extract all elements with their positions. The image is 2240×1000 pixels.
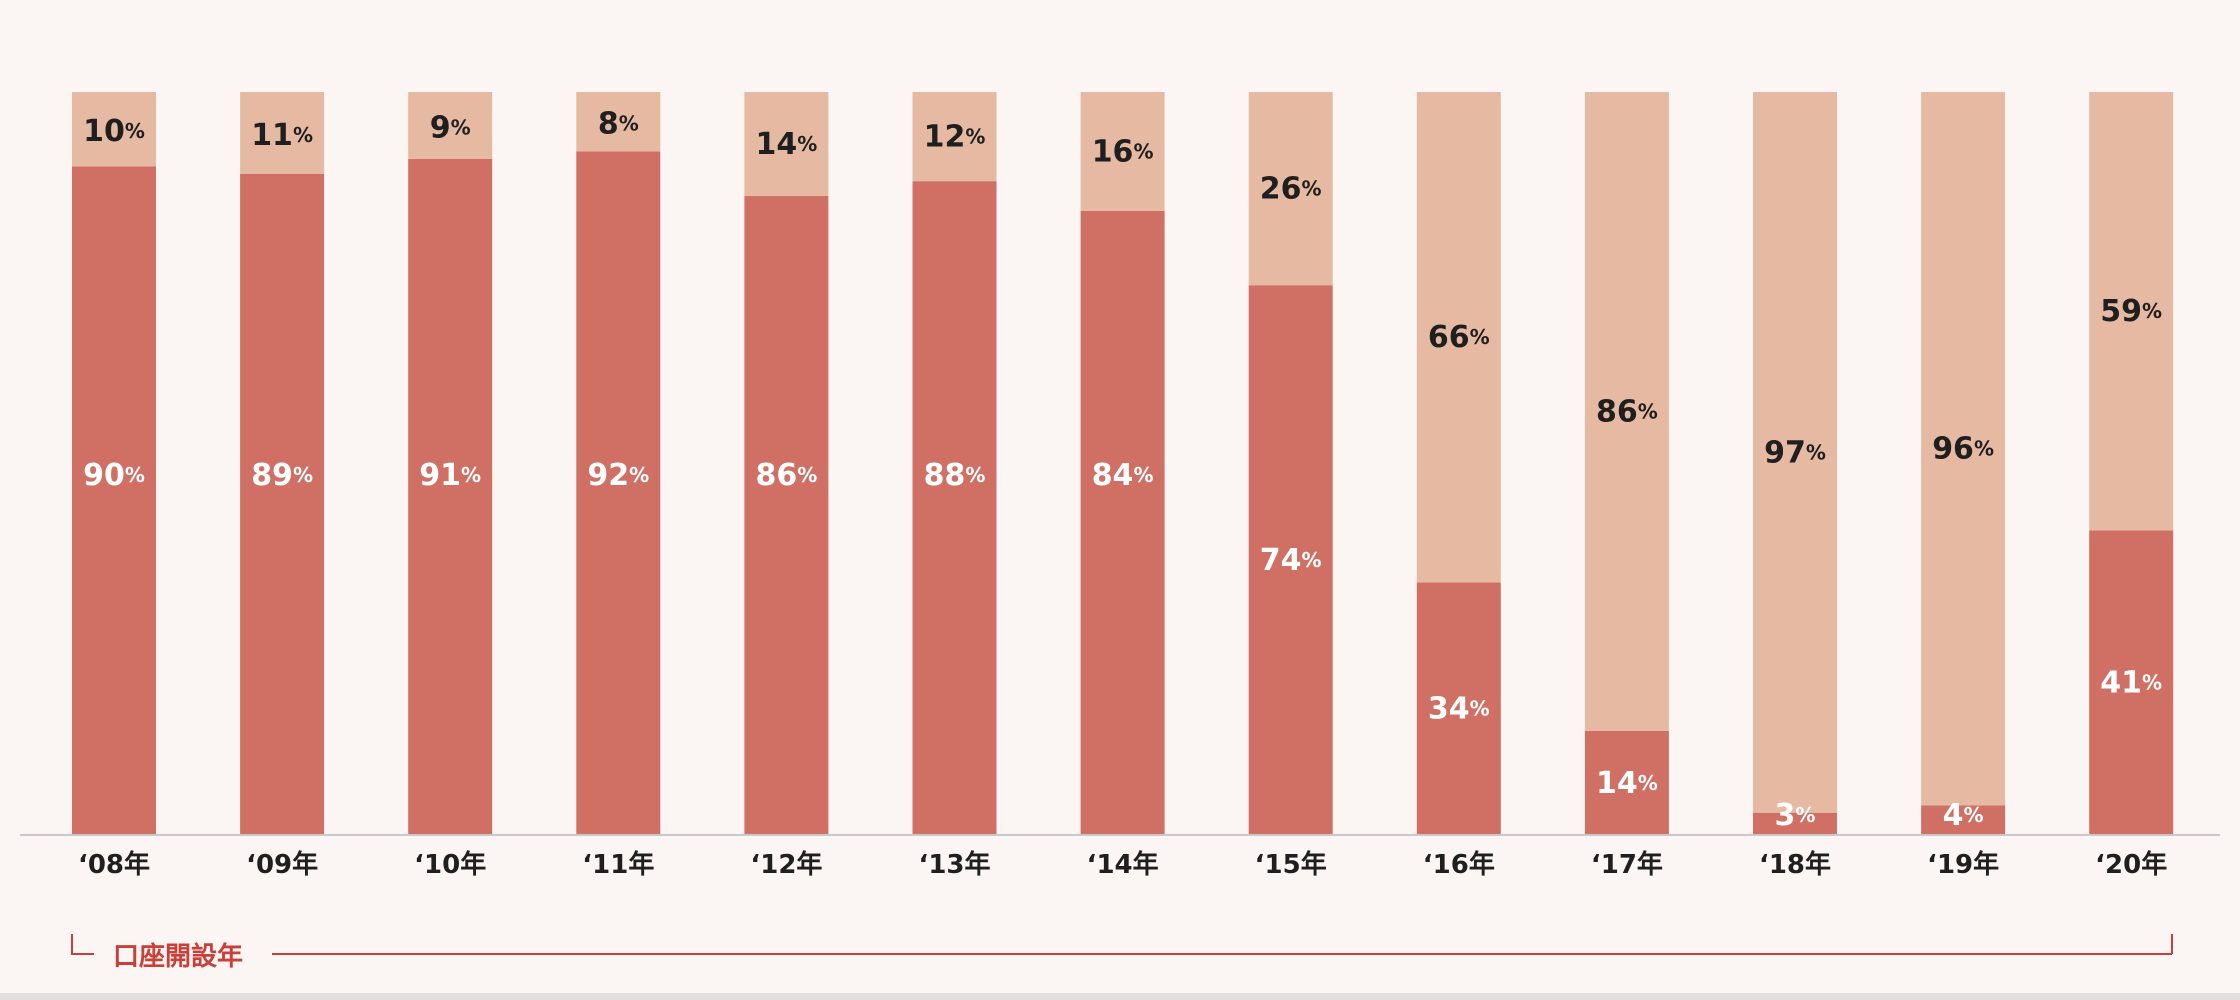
data-label-lower: 91% <box>419 458 481 493</box>
x-tick-label: ‘17年 <box>1591 849 1663 880</box>
x-tick-label: ‘14年 <box>1087 849 1159 880</box>
data-label-upper: 10% <box>83 114 145 149</box>
x-tick-label: ‘20年 <box>2095 849 2167 880</box>
data-label-lower: 90% <box>83 458 145 493</box>
data-label-upper: 86% <box>1596 394 1658 429</box>
data-label-upper: 14% <box>756 127 818 162</box>
data-label-lower: 84% <box>1092 458 1154 493</box>
bar-segment-lower <box>2089 530 2174 835</box>
bar-segment-lower <box>1753 812 1837 835</box>
group-bracket: 口座開設年 <box>71 934 2173 972</box>
data-label-upper: 12% <box>924 119 986 154</box>
bar-segment-lower <box>1248 285 1333 835</box>
bar-segment-lower <box>1584 730 1669 835</box>
data-label-upper: 11% <box>251 117 313 152</box>
data-label-upper: 8% <box>598 106 639 141</box>
data-label-lower: 88% <box>924 458 986 493</box>
bar-segment-lower <box>1921 805 2006 835</box>
x-axis-title: 口座開設年 <box>113 941 243 972</box>
data-label-lower: 86% <box>756 458 818 493</box>
data-labels-group: 90% 10% 89% 11% 91% 9% 92% 8% 86% 14% 88% 12% 84% 16%… <box>83 106 2162 832</box>
x-tick-label: ‘19年 <box>1927 849 1999 880</box>
bar-segment-upper <box>1248 92 1333 286</box>
x-tick-label: ‘11年 <box>582 849 654 880</box>
data-label-lower: 74% <box>1260 543 1322 578</box>
x-tick-label: ‘16年 <box>1423 849 1495 880</box>
bar-segment-upper <box>2089 92 2174 531</box>
bar-segment-lower <box>576 151 661 835</box>
bar-segment-lower <box>1416 582 1501 835</box>
bar-segment-lower <box>744 196 829 835</box>
bar-segment-lower <box>240 173 325 836</box>
bar-segment-upper <box>1416 92 1501 583</box>
bar-segment-lower <box>408 158 493 835</box>
bar-segment-upper <box>744 92 829 197</box>
bar-segment-lower <box>72 166 156 836</box>
x-tick-labels: ‘08年 ‘09年 ‘10年 ‘11年 ‘12年 ‘13年 ‘14年 ‘15年 ‘16年 ‘17年… <box>78 849 2167 880</box>
data-label-upper: 9% <box>430 110 471 145</box>
data-label-lower: 89% <box>251 458 313 493</box>
bottom-strip <box>0 993 2240 1000</box>
bar-segment-upper <box>1584 92 1669 731</box>
bar-segment-lower <box>912 181 997 835</box>
bar-segment-upper <box>912 92 997 182</box>
data-label-lower: 3% <box>1775 798 1816 833</box>
x-tick-label: ‘18年 <box>1759 849 1831 880</box>
data-label-lower: 92% <box>587 458 649 493</box>
bar-segment-upper <box>1080 92 1165 211</box>
bars-group <box>72 92 2174 836</box>
bar-segment-lower <box>1080 210 1165 835</box>
data-label-lower: 14% <box>1596 765 1658 800</box>
x-tick-label: ‘08年 <box>78 849 150 880</box>
data-label-upper: 59% <box>2100 294 2162 329</box>
data-label-lower: 34% <box>1428 691 1490 726</box>
data-label-upper: 16% <box>1092 134 1154 169</box>
data-label-upper: 26% <box>1260 171 1322 206</box>
bar-segment-upper <box>408 92 493 159</box>
x-tick-label: ‘12年 <box>750 849 822 880</box>
data-label-upper: 97% <box>1764 435 1826 470</box>
data-label-lower: 41% <box>2100 665 2162 700</box>
bracket-left <box>71 934 94 955</box>
data-label-upper: 66% <box>1428 320 1490 355</box>
bar-segment-upper <box>240 92 325 174</box>
bar-segment-upper <box>1921 92 2006 806</box>
x-tick-label: ‘15年 <box>1255 849 1327 880</box>
data-label-lower: 4% <box>1943 798 1984 833</box>
bar-segment-upper <box>1753 92 1837 813</box>
data-label-upper: 96% <box>1932 431 1994 466</box>
bar-segment-upper <box>72 92 156 167</box>
x-tick-label: ‘13年 <box>918 849 990 880</box>
x-tick-label: ‘10年 <box>414 849 486 880</box>
bar-segment-upper <box>576 92 661 152</box>
x-tick-label: ‘09年 <box>246 849 318 880</box>
